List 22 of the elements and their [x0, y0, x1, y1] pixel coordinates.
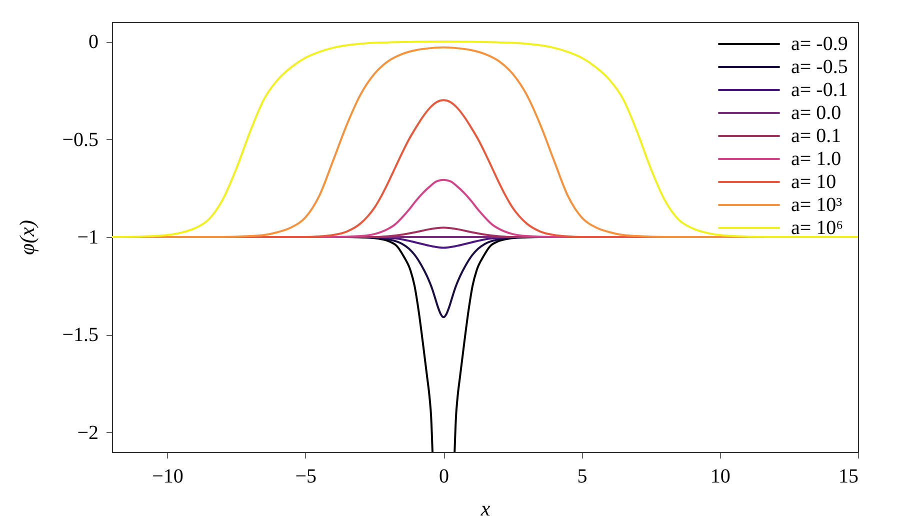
x-tick-label: 15 [838, 466, 858, 488]
y-tick-label: −2 [77, 422, 98, 444]
legend-label: a= 0.0 [791, 102, 842, 124]
x-tick-label: −10 [152, 466, 184, 488]
y-tick-label: −1 [77, 226, 98, 248]
legend-label: a= 10 [791, 171, 836, 193]
y-tick-label: −1.5 [62, 324, 98, 346]
x-axis-title: x [480, 496, 491, 520]
x-tick-label: −5 [295, 466, 317, 488]
legend-label: a= -0.9 [791, 33, 848, 55]
legend-label: a= 10³ [791, 194, 842, 216]
legend-label: a= -0.5 [791, 56, 848, 78]
y-axis-title: φ(x) [15, 220, 40, 255]
x-tick-label: 5 [577, 466, 588, 488]
legend-label: a= 10⁶ [791, 217, 844, 239]
y-tick-label: 0 [88, 31, 98, 54]
x-tick-label: 10 [710, 466, 730, 488]
x-tick-label: 0 [439, 466, 450, 488]
legend-label: a= 0.1 [791, 125, 842, 147]
legend-label: a= -0.1 [791, 79, 848, 101]
legend-label: a= 1.0 [791, 148, 842, 170]
y-tick-label: −0.5 [62, 128, 98, 151]
